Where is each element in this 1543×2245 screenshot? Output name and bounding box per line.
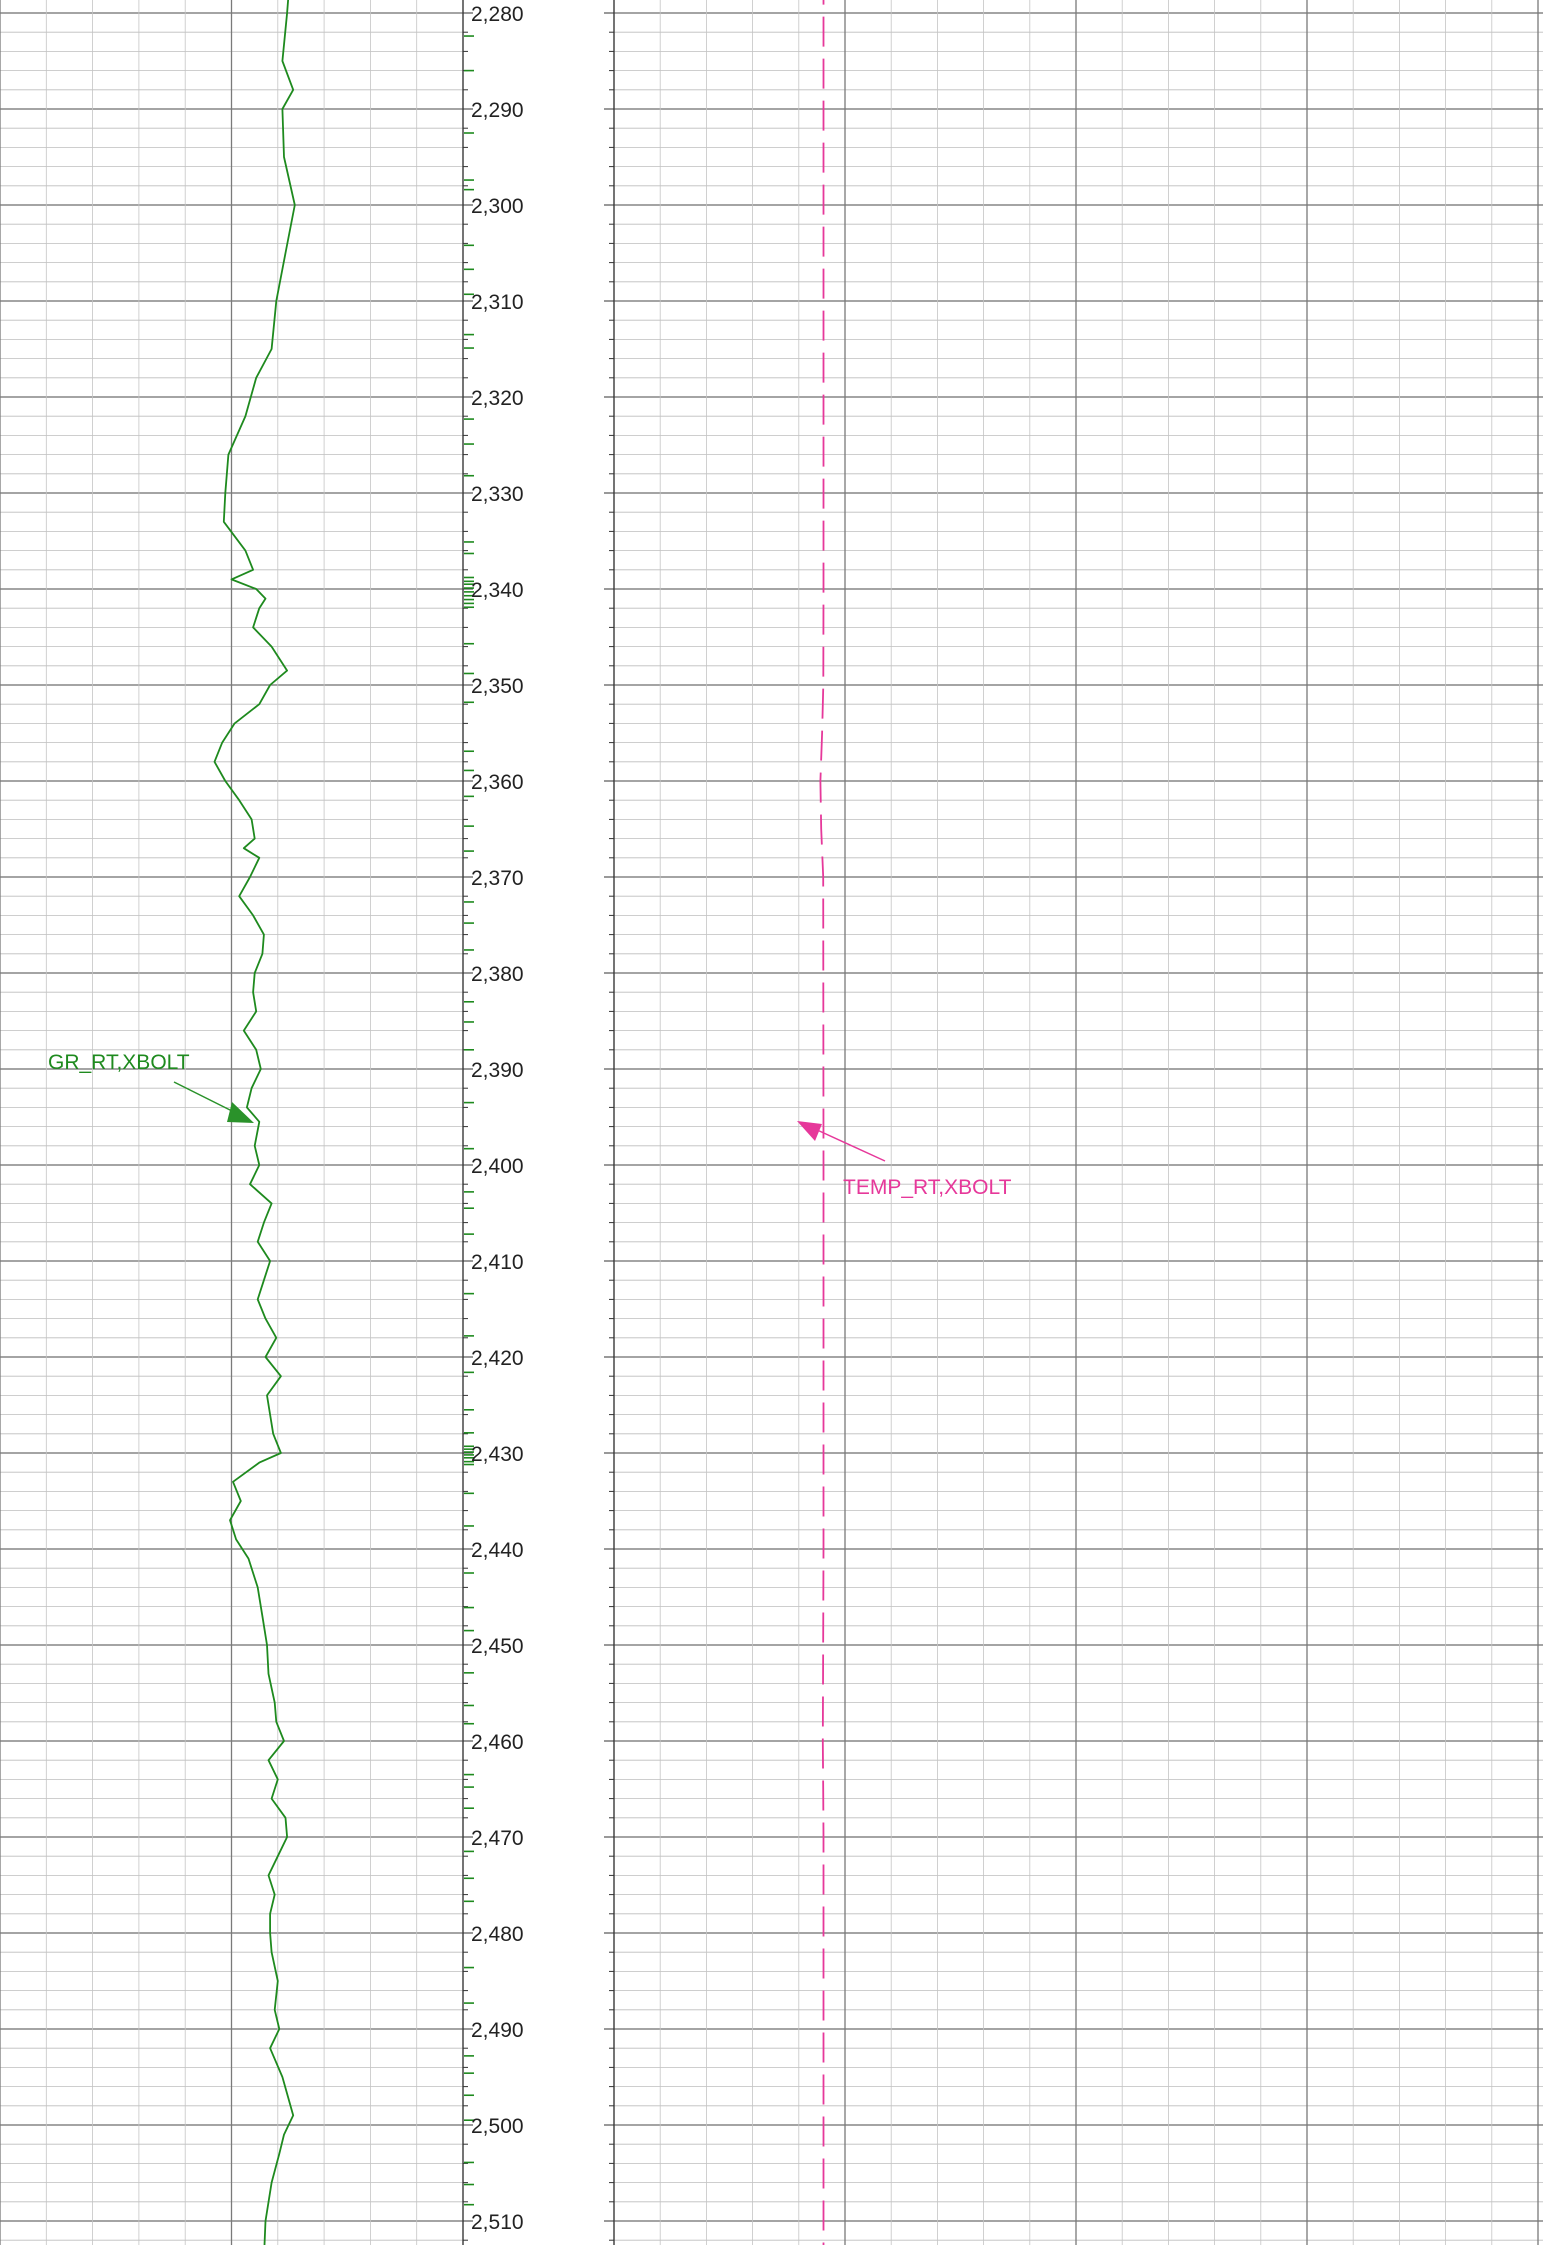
depth-label: 2,310 xyxy=(471,291,524,314)
depth-label: 2,320 xyxy=(471,387,524,410)
depth-label: 2,400 xyxy=(471,1155,524,1178)
gr-curve-line xyxy=(213,0,296,2245)
depth-label: 2,290 xyxy=(471,99,524,122)
depth-track: 2,280 2,290 2,300 2,310 2,320 2,330 2,340 2,350… xyxy=(462,0,615,2245)
depth-label: 2,460 xyxy=(471,1731,524,1754)
depth-label: 2,280 xyxy=(471,3,524,26)
depth-label: 2,370 xyxy=(471,867,524,890)
depth-label: 2,510 xyxy=(471,2211,524,2234)
depth-label: 2,330 xyxy=(471,483,524,506)
depth-label: 2,490 xyxy=(471,2019,524,2042)
temp-arrow-head-icon xyxy=(797,1121,822,1141)
temp-arrow-line xyxy=(814,1128,886,1162)
depth-label: 2,480 xyxy=(471,1923,524,1946)
depth-label: 2,410 xyxy=(471,1251,524,1274)
depth-label: 2,340 xyxy=(471,579,524,602)
depth-label: 2,440 xyxy=(471,1539,524,1562)
depth-label: 2,430 xyxy=(471,1443,524,1466)
depth-label: 2,470 xyxy=(471,1827,524,1850)
gr-arrow-line xyxy=(173,1081,237,1114)
depth-label: 2,390 xyxy=(471,1059,524,1082)
depth-label: 2,420 xyxy=(471,1347,524,1370)
depth-label: 2,300 xyxy=(471,195,524,218)
temp-curve-line xyxy=(819,0,825,2245)
depth-label: 2,350 xyxy=(471,675,524,698)
depth-label: 2,500 xyxy=(471,2115,524,2138)
temp-curve-label: TEMP_RT,XBOLT xyxy=(843,1176,1012,1199)
depth-label: 2,360 xyxy=(471,771,524,794)
gr-track-grid xyxy=(0,0,464,2245)
curves xyxy=(213,0,825,2245)
curve-annotations: GR_RT,XBOLT TEMP_RT,XBOLT xyxy=(48,1051,1012,1199)
gr-curve-label: GR_RT,XBOLT xyxy=(48,1051,190,1074)
temp-track-grid xyxy=(613,0,1543,2245)
depth-label: 2,380 xyxy=(471,963,524,986)
depth-label: 2,450 xyxy=(471,1635,524,1658)
gr-arrow-head-icon xyxy=(227,1102,254,1123)
